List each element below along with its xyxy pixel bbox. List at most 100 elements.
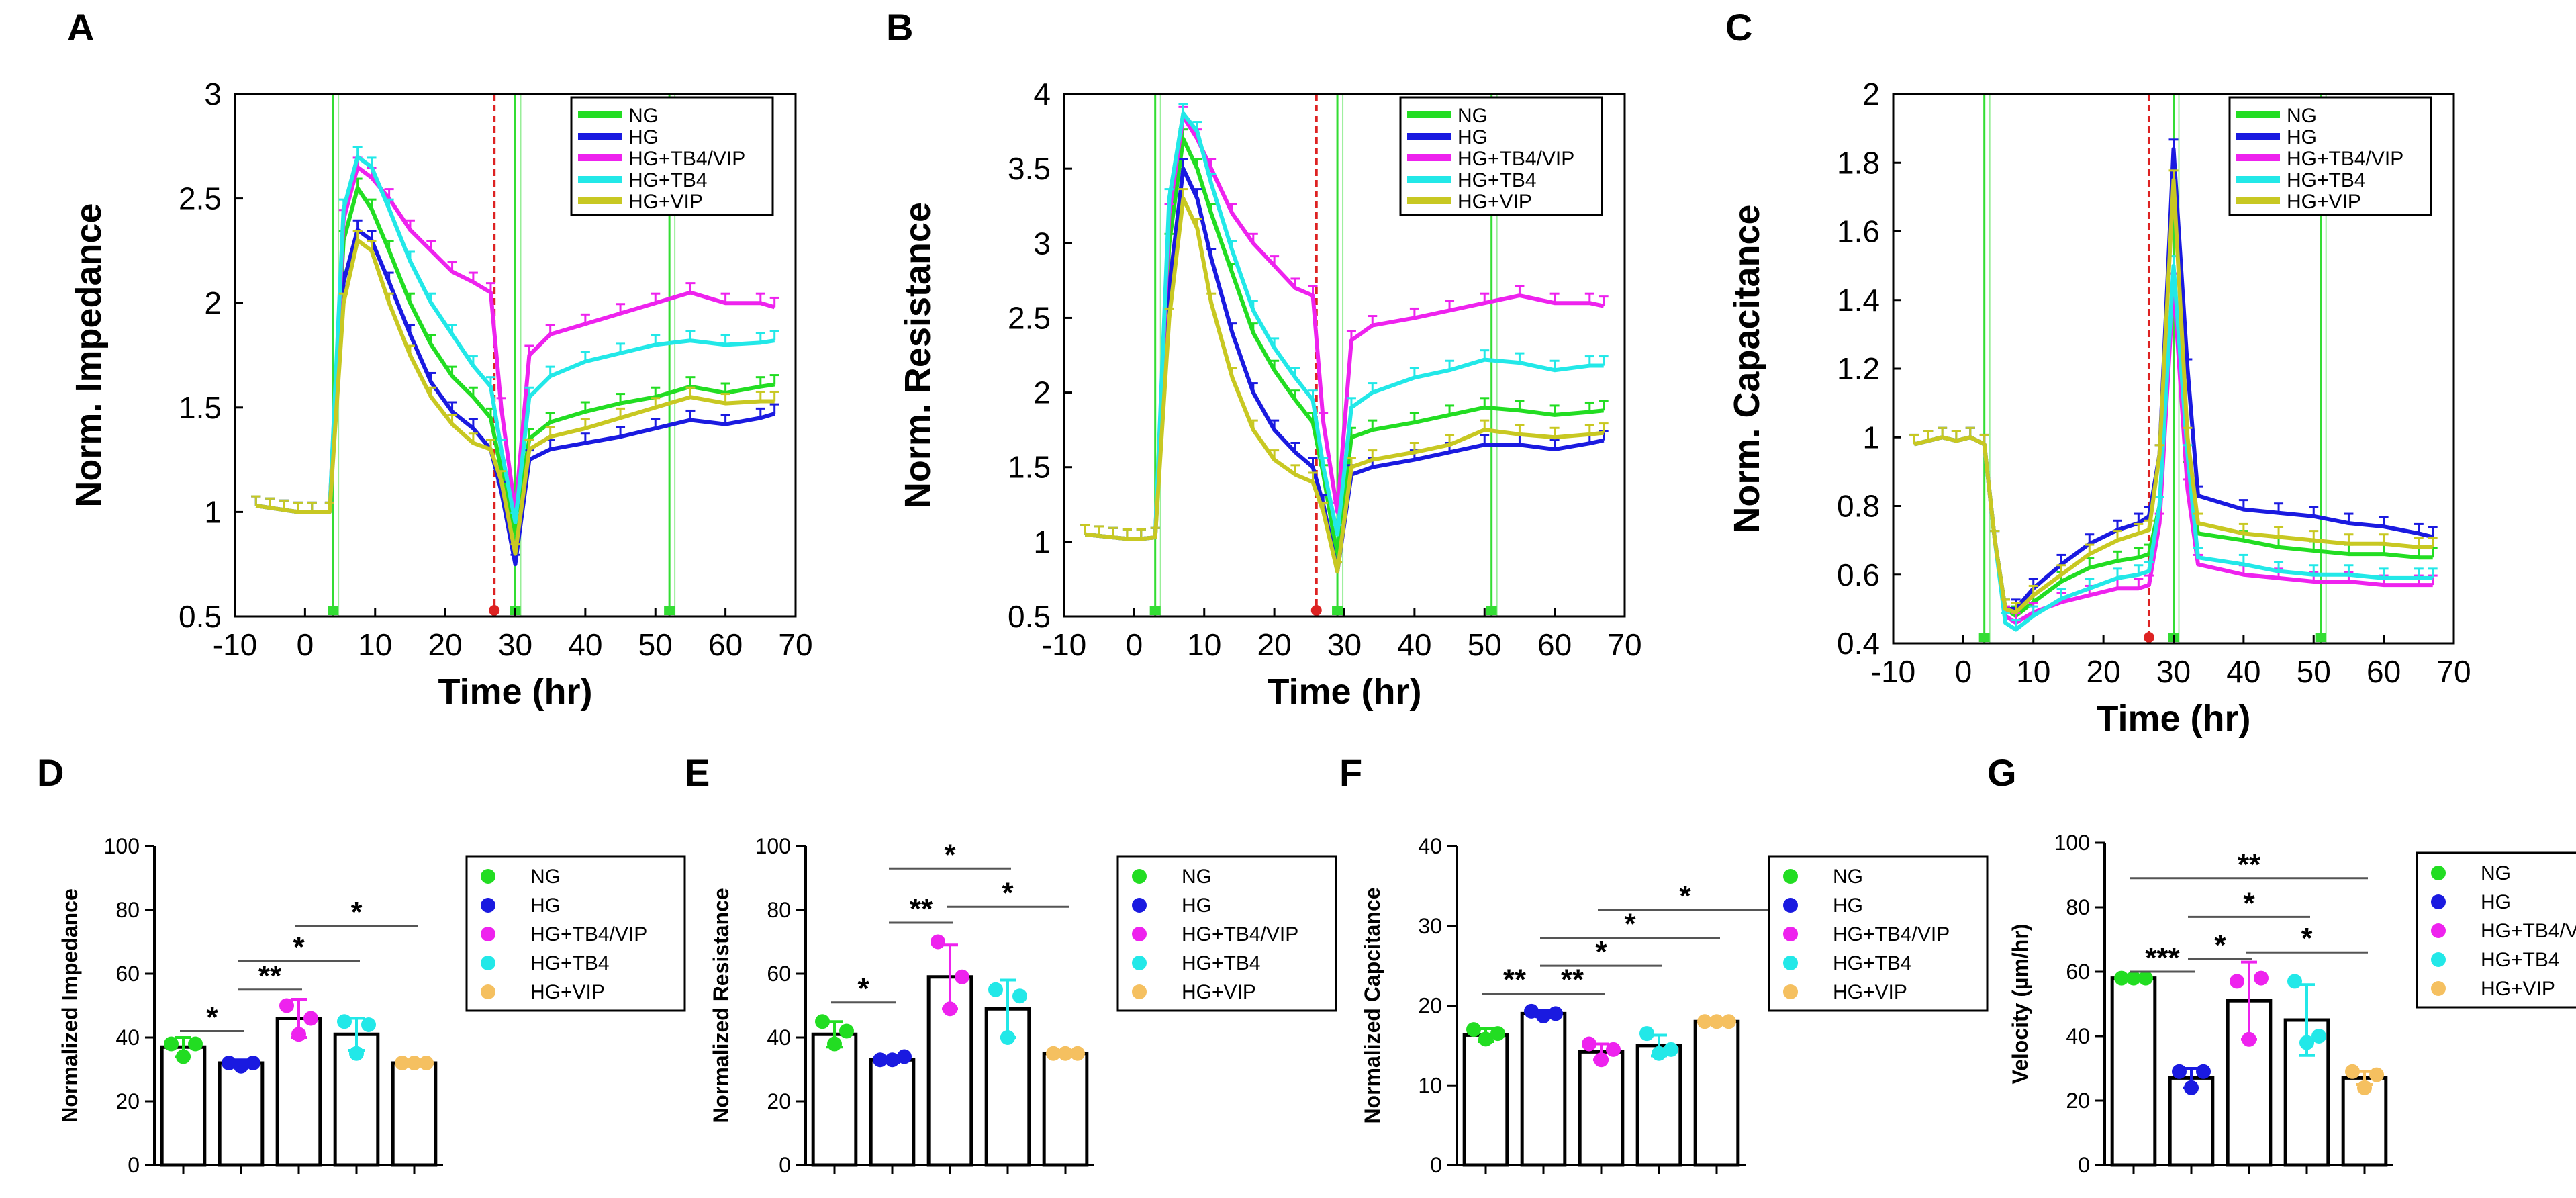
data-point xyxy=(1466,1022,1481,1038)
data-point xyxy=(1582,1036,1596,1052)
data-point xyxy=(1012,988,1027,1004)
data-point xyxy=(955,969,969,984)
panel-b: B -10 0 10 20 30 40 50 60 70 0.5 1 1.5 2 2.5 3 3.5 4 Time … xyxy=(886,6,1642,712)
data-point xyxy=(885,1052,900,1068)
legend-label: HG xyxy=(1458,126,1488,148)
y-tick-label: 1.5 xyxy=(1008,450,1051,485)
bar-0 xyxy=(160,1045,207,1167)
data-point xyxy=(222,1056,236,1070)
x-tick-label: 10 xyxy=(358,627,392,662)
panel-letter: D xyxy=(37,751,64,794)
y-tick-label: 0 xyxy=(1430,1153,1442,1177)
data-point xyxy=(2287,974,2302,989)
y-tick-label: 60 xyxy=(2066,960,2090,984)
y-tick-label: 0.8 xyxy=(1837,489,1880,524)
panel-a: A -10 0 10 20 30 40 50 60 70 0.5 1 1.5 2 2.5 3 Time (hr)… xyxy=(67,6,813,712)
data-point xyxy=(188,1036,203,1052)
y-tick-label: 1 xyxy=(1862,420,1880,455)
legend-label: HG+TB4/VIP xyxy=(1182,923,1298,946)
legend-marker xyxy=(1132,869,1147,884)
significance-stars: * xyxy=(944,838,956,871)
bar-4 xyxy=(1042,1052,1089,1167)
y-tick-label: 1.6 xyxy=(1837,214,1880,249)
significance-stars: ** xyxy=(258,960,282,993)
y-tick-label: 40 xyxy=(115,1025,140,1050)
data-point xyxy=(815,1014,830,1029)
event-marker-green xyxy=(1149,606,1161,615)
bar-3 xyxy=(1635,1044,1682,1167)
data-point xyxy=(176,1049,191,1064)
series-line-4 xyxy=(255,238,775,556)
y-tick-label: 1 xyxy=(204,494,222,529)
data-point xyxy=(234,1058,248,1074)
legend-label: HG+VIP xyxy=(1458,191,1532,213)
bar-1 xyxy=(218,1061,265,1167)
legend-marker xyxy=(1783,984,1798,999)
legend-label: HG+VIP xyxy=(2287,191,2361,213)
legend-marker xyxy=(481,869,495,884)
y-axis-title: Velocity (µm/hr) xyxy=(2008,924,2032,1085)
event-marker-red xyxy=(2143,632,2154,643)
data-point xyxy=(337,1014,352,1029)
legend-label: HG+TB4 xyxy=(2287,169,2366,191)
y-tick-label: 1.5 xyxy=(179,390,222,425)
data-point xyxy=(2114,970,2129,986)
x-tick-label: 30 xyxy=(498,627,532,662)
significance-stars: * xyxy=(1624,908,1636,941)
event-marker-green xyxy=(328,606,339,615)
x-tick-label: 10 xyxy=(2016,654,2050,689)
significance-stars: * xyxy=(350,896,363,929)
x-tick-label: 50 xyxy=(638,627,673,662)
y-tick-label: 1.2 xyxy=(1837,351,1880,386)
legend-marker xyxy=(481,898,495,913)
legend-marker xyxy=(481,956,495,970)
y-tick-label: 3.5 xyxy=(1008,151,1051,186)
data-point xyxy=(279,998,294,1013)
legend-label: HG+VIP xyxy=(628,191,703,213)
y-tick-label: 0.5 xyxy=(179,599,222,634)
data-point xyxy=(1606,1042,1621,1057)
data-point xyxy=(1664,1042,1678,1057)
legend-marker xyxy=(1132,927,1147,941)
data-point xyxy=(1478,1031,1493,1047)
data-point xyxy=(839,1023,854,1039)
y-tick-label: 20 xyxy=(2066,1089,2090,1113)
x-tick-label: -10 xyxy=(1871,654,1915,689)
significance-stars: * xyxy=(293,931,305,964)
legend-label: HG xyxy=(2287,126,2317,148)
data-point xyxy=(349,1046,364,1061)
significance-stars: * xyxy=(2214,929,2226,962)
data-point xyxy=(827,1036,842,1052)
data-point xyxy=(1697,1014,1712,1029)
legend-label: HG+TB4/VIP xyxy=(2287,148,2403,170)
legend-label: NG xyxy=(530,866,561,888)
data-point xyxy=(2230,974,2244,989)
legend-marker xyxy=(481,927,495,941)
y-tick-label: 3 xyxy=(204,77,222,111)
x-tick-label: 70 xyxy=(778,627,812,662)
data-point xyxy=(419,1056,434,1070)
x-tick-label: 20 xyxy=(428,627,463,662)
data-point xyxy=(1594,1052,1609,1068)
event-marker-green xyxy=(1978,633,1990,642)
x-tick-label: 40 xyxy=(2226,654,2260,689)
legend-marker xyxy=(2431,866,2446,880)
data-point xyxy=(943,1001,957,1017)
significance-stars: * xyxy=(1679,880,1691,913)
data-point xyxy=(2196,1064,2211,1079)
legend-label: NG xyxy=(2287,105,2317,127)
data-point xyxy=(2138,970,2153,986)
data-point xyxy=(407,1056,422,1070)
legend-label: HG+TB4/VIP xyxy=(1458,148,1574,170)
data-point xyxy=(1524,1003,1539,1019)
x-tick-label: 20 xyxy=(1257,627,1292,662)
event-marker-red xyxy=(1310,605,1322,616)
bar-0 xyxy=(1462,1033,1509,1167)
x-tick-label: 60 xyxy=(2367,654,2401,689)
data-point xyxy=(1070,1046,1085,1061)
legend-label: HG xyxy=(628,126,659,148)
event-marker-green xyxy=(1486,606,1497,615)
